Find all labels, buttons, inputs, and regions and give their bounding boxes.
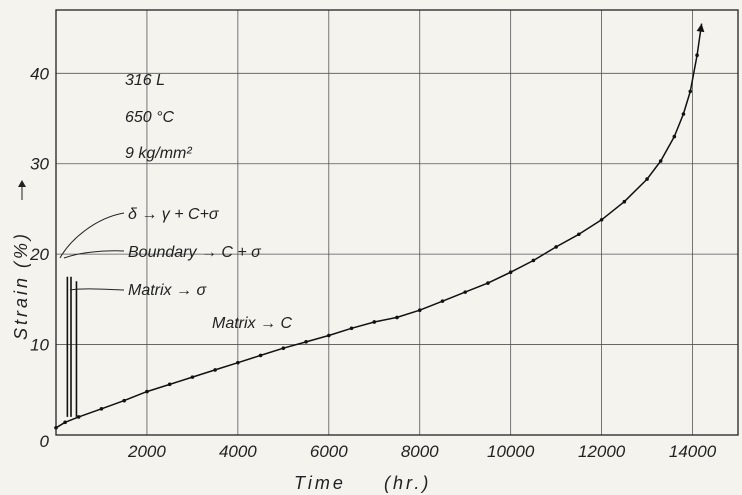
y-tick-labels: 0 10 20 30 40 <box>29 64 49 451</box>
data-point-18 <box>440 299 445 303</box>
y-tick-label-0: 0 <box>40 432 50 451</box>
grid <box>56 10 738 435</box>
data-point-24 <box>577 232 581 237</box>
data-point-20 <box>486 281 490 285</box>
stress-label: 9 kg/mm² <box>125 145 192 162</box>
data-point-28 <box>658 159 663 163</box>
annotation-matrix-c: Matrix → C <box>212 315 292 332</box>
data-point-30 <box>681 112 686 116</box>
y-axis-unit: (%) <box>11 231 31 268</box>
series-group <box>54 23 705 430</box>
y-tick-label-4: 40 <box>30 64 49 83</box>
temperature-label: 650 °C <box>125 109 175 126</box>
data-point-8 <box>213 368 217 372</box>
material-label: 316 L <box>125 72 165 89</box>
data-point-29 <box>672 134 677 139</box>
data-point-17 <box>417 308 422 313</box>
y-tick-label-2: 20 <box>29 245 49 264</box>
rupture-arrow-icon <box>696 23 705 33</box>
x-tick-labels: 2000 4000 6000 8000 10000 12000 14000 <box>127 442 717 461</box>
x-tick-label-1: 4000 <box>219 442 257 461</box>
y-axis-title: Strain <box>11 275 31 340</box>
data-point-6 <box>167 382 172 387</box>
data-point-23 <box>554 245 558 249</box>
data-point-10 <box>258 353 263 358</box>
data-point-14 <box>349 326 354 331</box>
data-point-21 <box>508 270 513 275</box>
data-point-19 <box>463 290 468 294</box>
data-point-13 <box>327 333 331 338</box>
data-point-15 <box>372 320 377 324</box>
precipitation-marks <box>66 276 78 417</box>
data-point-16 <box>395 315 399 320</box>
data-point-4 <box>122 398 126 403</box>
data-point-7 <box>190 375 195 379</box>
x-tick-label-5: 12000 <box>578 442 626 461</box>
x-tick-label-3: 8000 <box>401 442 439 461</box>
x-tick-label-4: 10000 <box>487 442 535 461</box>
data-point-31 <box>688 89 693 94</box>
data-point-27 <box>645 177 649 181</box>
data-point-12 <box>304 340 308 344</box>
leader-matrix-sigma <box>69 288 125 291</box>
annotation-delta: δ → γ + C+σ <box>128 206 220 223</box>
y-tick-label-3: 30 <box>30 155 49 174</box>
data-point-1 <box>63 420 67 425</box>
y-axis-arrow-icon <box>18 180 26 187</box>
data-point-0 <box>54 425 58 430</box>
data-point-25 <box>599 217 604 222</box>
x-axis-title: Time <box>294 473 346 493</box>
data-point-32 <box>695 53 699 58</box>
x-tick-label-6: 14000 <box>669 442 717 461</box>
data-point-26 <box>622 199 627 204</box>
data-point-5 <box>145 389 149 394</box>
data-point-2 <box>76 415 81 419</box>
x-tick-label-0: 2000 <box>127 442 166 461</box>
leader-delta <box>59 212 125 259</box>
y-tick-label-1: 10 <box>30 336 49 355</box>
annotation-boundary: Boundary → C + σ <box>128 244 262 261</box>
data-point-3 <box>99 406 104 411</box>
x-axis-unit: (hr.) <box>384 473 431 493</box>
data-point-22 <box>531 258 536 263</box>
plot-frame <box>55 9 739 436</box>
annotation-matrix-sigma: Matrix → σ <box>128 282 207 299</box>
data-point-11 <box>281 346 286 350</box>
leader-boundary <box>63 250 125 259</box>
x-tick-label-2: 6000 <box>310 442 348 461</box>
data-point-9 <box>236 360 240 365</box>
series-line-0 <box>55 23 703 429</box>
